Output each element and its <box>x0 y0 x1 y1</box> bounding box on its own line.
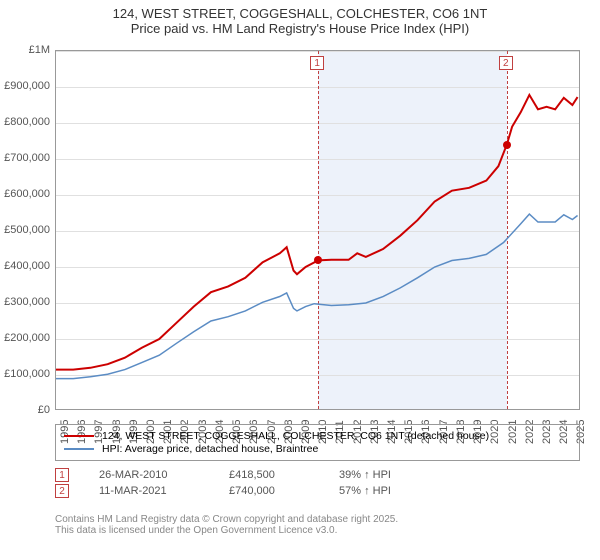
sale-badge: 1 <box>55 468 69 482</box>
footer-line: This data is licensed under the Open Gov… <box>55 525 398 536</box>
sale-date: 11-MAR-2021 <box>99 485 199 497</box>
ytick-label: £700,000 <box>4 152 50 164</box>
chart-title: 124, WEST STREET, COGGESHALL, COLCHESTER… <box>0 0 600 40</box>
ytick-label: £500,000 <box>4 224 50 236</box>
marker-badge: 2 <box>499 56 513 70</box>
chart-container: 124, WEST STREET, COGGESHALL, COLCHESTER… <box>0 0 600 560</box>
legend: 124, WEST STREET, COGGESHALL, COLCHESTER… <box>55 424 580 461</box>
legend-swatch <box>64 435 94 437</box>
legend-item-hpi: HPI: Average price, detached house, Brai… <box>64 443 571 455</box>
sales-table: 1 26-MAR-2010 £418,500 39% ↑ HPI 2 11-MA… <box>55 466 391 500</box>
legend-label: HPI: Average price, detached house, Brai… <box>102 443 318 455</box>
sale-pct: 39% ↑ HPI <box>339 469 391 481</box>
legend-item-property: 124, WEST STREET, COGGESHALL, COLCHESTER… <box>64 430 571 442</box>
ytick-label: £200,000 <box>4 332 50 344</box>
ytick-label: £400,000 <box>4 260 50 272</box>
line-series <box>56 51 579 409</box>
series-hpi <box>56 214 578 379</box>
plot-area <box>55 50 580 410</box>
ytick-label: £800,000 <box>4 116 50 128</box>
legend-swatch <box>64 448 94 450</box>
sale-date: 26-MAR-2010 <box>99 469 199 481</box>
sale-badge: 2 <box>55 484 69 498</box>
sale-price: £740,000 <box>229 485 309 497</box>
sale-price: £418,500 <box>229 469 309 481</box>
legend-label: 124, WEST STREET, COGGESHALL, COLCHESTER… <box>102 430 489 442</box>
footer-line: Contains HM Land Registry data © Crown c… <box>55 514 398 525</box>
sale-row: 1 26-MAR-2010 £418,500 39% ↑ HPI <box>55 468 391 482</box>
footer: Contains HM Land Registry data © Crown c… <box>55 514 398 536</box>
title-line-1: 124, WEST STREET, COGGESHALL, COLCHESTER… <box>10 6 590 21</box>
sale-row: 2 11-MAR-2021 £740,000 57% ↑ HPI <box>55 484 391 498</box>
marker-badge: 1 <box>310 56 324 70</box>
ytick-label: £600,000 <box>4 188 50 200</box>
ytick-label: £900,000 <box>4 80 50 92</box>
ytick-label: £1M <box>29 44 50 56</box>
ytick-label: £300,000 <box>4 296 50 308</box>
sale-point <box>503 141 511 149</box>
ytick-label: £0 <box>38 404 50 416</box>
series-property <box>56 95 578 370</box>
ytick-label: £100,000 <box>4 368 50 380</box>
title-line-2: Price paid vs. HM Land Registry's House … <box>10 21 590 36</box>
sale-point <box>314 256 322 264</box>
sale-pct: 57% ↑ HPI <box>339 485 391 497</box>
